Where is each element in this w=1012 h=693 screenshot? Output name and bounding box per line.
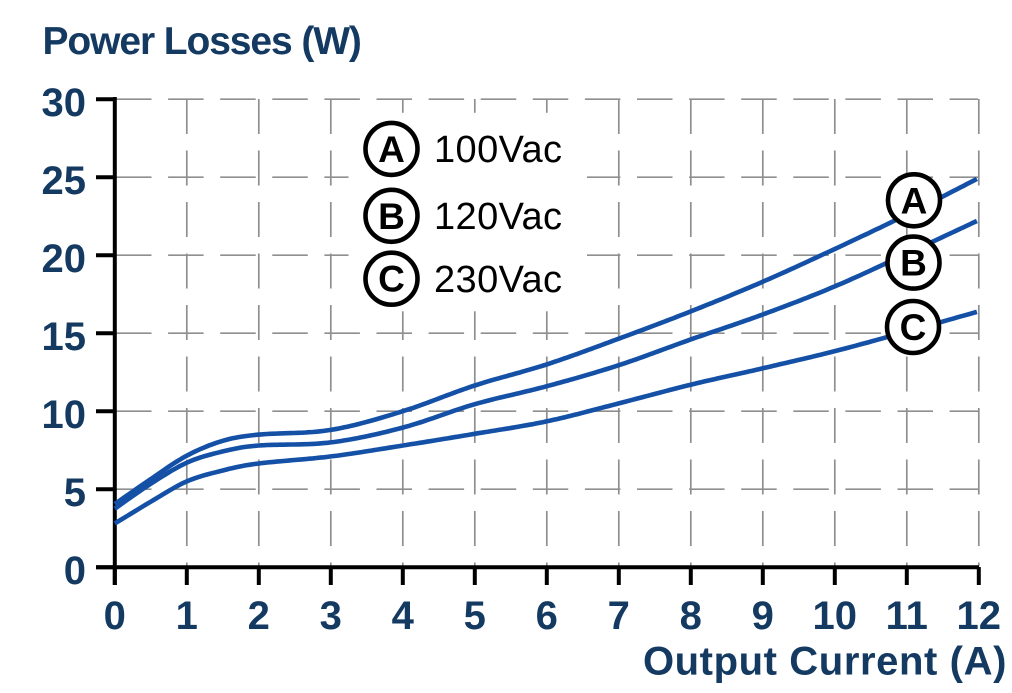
svg-text:Output Current (A): Output Current (A) bbox=[643, 640, 1007, 684]
svg-text:A: A bbox=[378, 129, 405, 170]
svg-text:20: 20 bbox=[42, 237, 87, 281]
svg-text:10: 10 bbox=[42, 393, 87, 437]
svg-text:11: 11 bbox=[886, 594, 928, 638]
svg-text:B: B bbox=[378, 196, 405, 237]
svg-text:10: 10 bbox=[813, 594, 858, 638]
svg-text:230Vac: 230Vac bbox=[434, 259, 562, 301]
svg-text:30: 30 bbox=[42, 81, 87, 125]
svg-text:9: 9 bbox=[752, 594, 774, 638]
svg-text:100Vac: 100Vac bbox=[434, 129, 562, 171]
svg-text:5: 5 bbox=[464, 594, 486, 638]
svg-text:6: 6 bbox=[536, 594, 558, 638]
svg-text:4: 4 bbox=[392, 594, 415, 638]
svg-text:120Vac: 120Vac bbox=[434, 196, 562, 238]
svg-text:C: C bbox=[900, 307, 927, 348]
svg-text:Power Losses (W): Power Losses (W) bbox=[43, 20, 361, 63]
svg-text:7: 7 bbox=[608, 594, 630, 638]
svg-text:1: 1 bbox=[176, 594, 198, 638]
svg-text:2: 2 bbox=[248, 594, 270, 638]
svg-text:A: A bbox=[901, 180, 928, 221]
svg-text:0: 0 bbox=[104, 594, 126, 638]
svg-text:15: 15 bbox=[42, 315, 87, 359]
svg-text:12: 12 bbox=[957, 594, 1002, 638]
svg-text:B: B bbox=[900, 243, 927, 284]
svg-text:5: 5 bbox=[64, 471, 86, 515]
svg-text:8: 8 bbox=[680, 594, 702, 638]
svg-text:C: C bbox=[378, 259, 405, 300]
svg-text:3: 3 bbox=[320, 594, 342, 638]
svg-text:25: 25 bbox=[42, 159, 87, 203]
svg-text:0: 0 bbox=[64, 549, 86, 593]
